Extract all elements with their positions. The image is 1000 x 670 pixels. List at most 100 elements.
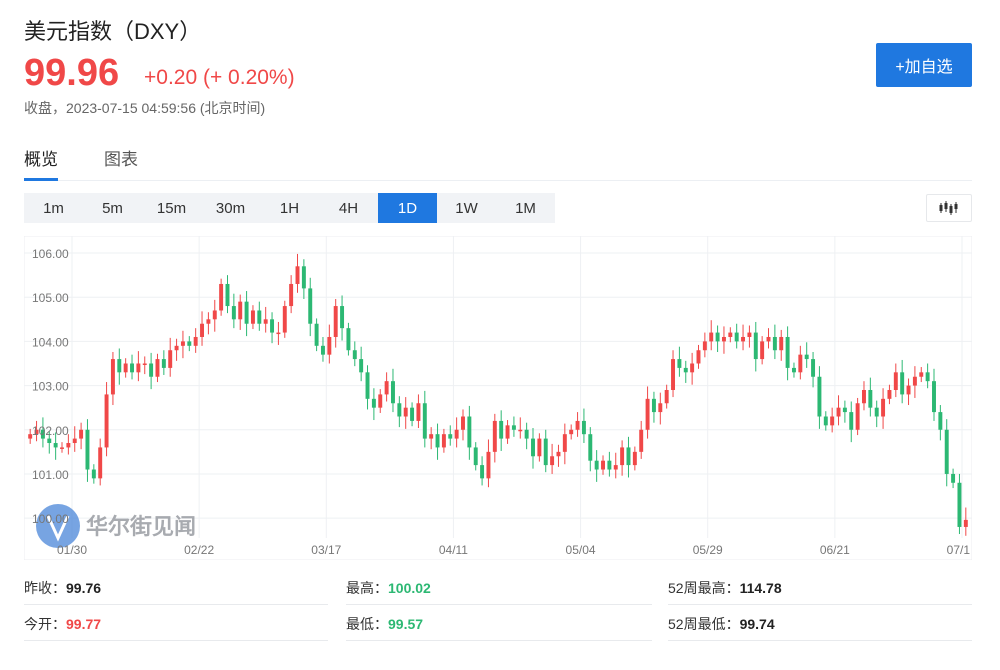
candle-body — [894, 372, 898, 390]
candle-body — [926, 372, 930, 381]
candle-body — [251, 310, 255, 323]
active-tab-indicator — [24, 178, 58, 181]
candle-body — [226, 284, 230, 306]
candle-body — [340, 306, 344, 328]
candle-body — [849, 412, 853, 430]
x-tick-label: 06/21 — [820, 543, 850, 557]
candle-body — [900, 372, 904, 394]
y-tick-label: 105.00 — [32, 291, 69, 305]
period-30m[interactable]: 30m — [201, 193, 260, 223]
candle-body — [315, 324, 319, 346]
candle-body — [798, 355, 802, 373]
tab-bar: 概览 图表 — [24, 145, 972, 181]
y-tick-label: 106.00 — [32, 247, 69, 261]
candle-body — [639, 430, 643, 452]
candle-body — [945, 430, 949, 474]
candle-body — [887, 390, 891, 399]
candle-body — [378, 394, 382, 407]
candle-body — [697, 350, 701, 363]
candle-body — [54, 443, 58, 447]
stat-label: 52周最高： — [668, 578, 740, 598]
candle-body — [531, 439, 535, 457]
candle-body — [474, 447, 478, 465]
candle-body — [646, 399, 650, 430]
stats-row: 昨收： 99.76 最高： 100.02 52周最高： 114.78 — [24, 572, 972, 608]
candle-body — [767, 337, 771, 341]
period-1h[interactable]: 1H — [260, 193, 319, 223]
period-4h[interactable]: 4H — [319, 193, 378, 223]
stat-value: 100.02 — [388, 580, 431, 596]
candle-body — [366, 372, 370, 399]
period-1mo[interactable]: 1M — [496, 193, 555, 223]
candle-body — [206, 319, 210, 323]
period-1w[interactable]: 1W — [437, 193, 496, 223]
candle-body — [156, 359, 160, 377]
candle-body — [582, 421, 586, 434]
candle-body — [735, 333, 739, 342]
watermark-text: 华尔街见闻 — [86, 514, 196, 540]
stat-label: 今开： — [24, 614, 66, 634]
candle-body — [722, 337, 726, 341]
candle-body — [136, 363, 140, 372]
candle-body — [213, 310, 217, 319]
stat-value: 99.57 — [388, 616, 423, 632]
candle-body — [429, 434, 433, 438]
x-tick-label: 01/30 — [57, 543, 87, 557]
candle-body — [308, 288, 312, 323]
x-tick-label: 04/11 — [439, 543, 468, 557]
candle-body — [957, 483, 961, 527]
candle-body — [245, 302, 249, 324]
candle-body — [467, 417, 471, 448]
current-price: 99.96 — [24, 52, 119, 95]
price-change: +0.20 (+ 0.20%) — [144, 66, 295, 90]
candle-body — [346, 328, 350, 350]
candle-body — [181, 341, 185, 345]
y-tick-label: 101.00 — [32, 468, 69, 482]
price-chart[interactable]: 华尔街见闻 106.00 105.00 104.00 103.00 102.00 101.… — [24, 236, 972, 560]
candle-body — [907, 386, 911, 395]
tab-overview[interactable]: 概览 — [24, 145, 58, 170]
candle-body — [359, 359, 363, 372]
period-5m[interactable]: 5m — [83, 193, 142, 223]
period-1m[interactable]: 1m — [24, 193, 83, 223]
candle-body — [709, 333, 713, 342]
candle-body — [493, 421, 497, 452]
candle-body — [232, 306, 236, 319]
candle-body — [830, 417, 834, 426]
candle-body — [684, 368, 688, 372]
y-tick-label: 100.00 — [32, 512, 69, 526]
candle-body — [276, 333, 280, 335]
candle-body — [811, 359, 815, 377]
add-watchlist-button[interactable]: +加自选 — [876, 43, 972, 87]
period-15m[interactable]: 15m — [142, 193, 201, 223]
stat-label: 昨收： — [24, 578, 66, 598]
candle-body — [436, 434, 440, 447]
candle-body — [843, 408, 847, 412]
candle-body — [576, 421, 580, 430]
candle-body — [455, 430, 459, 439]
x-tick-label: 07/1 — [947, 543, 971, 557]
stat-value: 99.74 — [740, 616, 775, 632]
period-1d[interactable]: 1D — [378, 193, 437, 223]
candle-body — [817, 377, 821, 417]
candle-body — [665, 390, 669, 403]
candle-body — [219, 284, 223, 311]
tab-chart[interactable]: 图表 — [104, 145, 138, 170]
x-tick-label: 02/22 — [184, 543, 214, 557]
candle-body — [143, 363, 147, 365]
candle-body — [117, 359, 121, 372]
candle-body — [741, 337, 745, 341]
candle-body — [677, 359, 681, 368]
candle-body — [257, 310, 261, 323]
candle-body — [556, 452, 560, 456]
candle-body — [506, 425, 510, 438]
candle-body — [760, 341, 764, 359]
candle-body — [98, 447, 102, 478]
candle-body — [194, 337, 198, 346]
candle-body — [200, 324, 204, 337]
stat-52w-low: 52周最低： 99.74 — [668, 608, 972, 641]
stat-label: 最高： — [346, 578, 388, 598]
candle-body — [868, 390, 872, 408]
candlestick-toggle-button[interactable] — [926, 194, 972, 222]
candle-body — [620, 447, 624, 465]
